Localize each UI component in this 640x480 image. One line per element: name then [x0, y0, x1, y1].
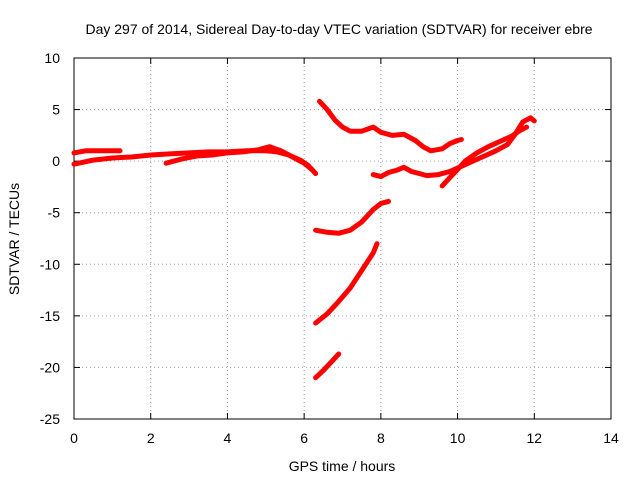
x-tick-label: 12	[526, 430, 542, 446]
y-axis-label: SDTVAR / TECUs	[6, 183, 22, 295]
x-tick-label: 14	[603, 430, 619, 446]
series-arc-5	[370, 115, 537, 180]
x-tick-labels: 0 2 4 6 8 10 12 14	[70, 430, 619, 446]
series-arc-9	[313, 351, 342, 381]
y-tick-label: -15	[40, 308, 60, 324]
x-tick-label: 2	[147, 430, 155, 446]
series-arc-3	[163, 144, 315, 172]
data-series	[71, 98, 537, 381]
series-arc-7	[313, 198, 391, 236]
x-tick-label: 10	[450, 430, 466, 446]
series-arc-4	[317, 98, 464, 154]
x-axis-label: GPS time / hours	[289, 458, 396, 474]
plot-frame	[73, 57, 612, 420]
y-tick-label: -5	[48, 205, 61, 221]
series-arc-1	[71, 148, 123, 156]
series-arc-6	[439, 124, 530, 189]
x-tick-label: 6	[300, 430, 308, 446]
y-tick-label: 5	[52, 102, 60, 118]
x-tick-label: 0	[70, 430, 78, 446]
series-arc-8	[313, 241, 380, 326]
x-tick-label: 8	[377, 430, 385, 446]
y-tick-labels: 10 5 0 -5 -10 -15 -20 -25	[40, 50, 60, 427]
y-tick-label: -25	[40, 411, 60, 427]
chart-title: Day 297 of 2014, Sidereal Day-to-day VTE…	[85, 21, 592, 37]
y-tick-label: -10	[40, 256, 60, 272]
axis-ticks	[73, 57, 612, 420]
grid-lines	[74, 58, 611, 419]
y-tick-label: 0	[52, 153, 60, 169]
y-tick-label: -20	[40, 359, 60, 375]
x-tick-label: 4	[224, 430, 232, 446]
y-tick-label: 10	[44, 50, 60, 66]
